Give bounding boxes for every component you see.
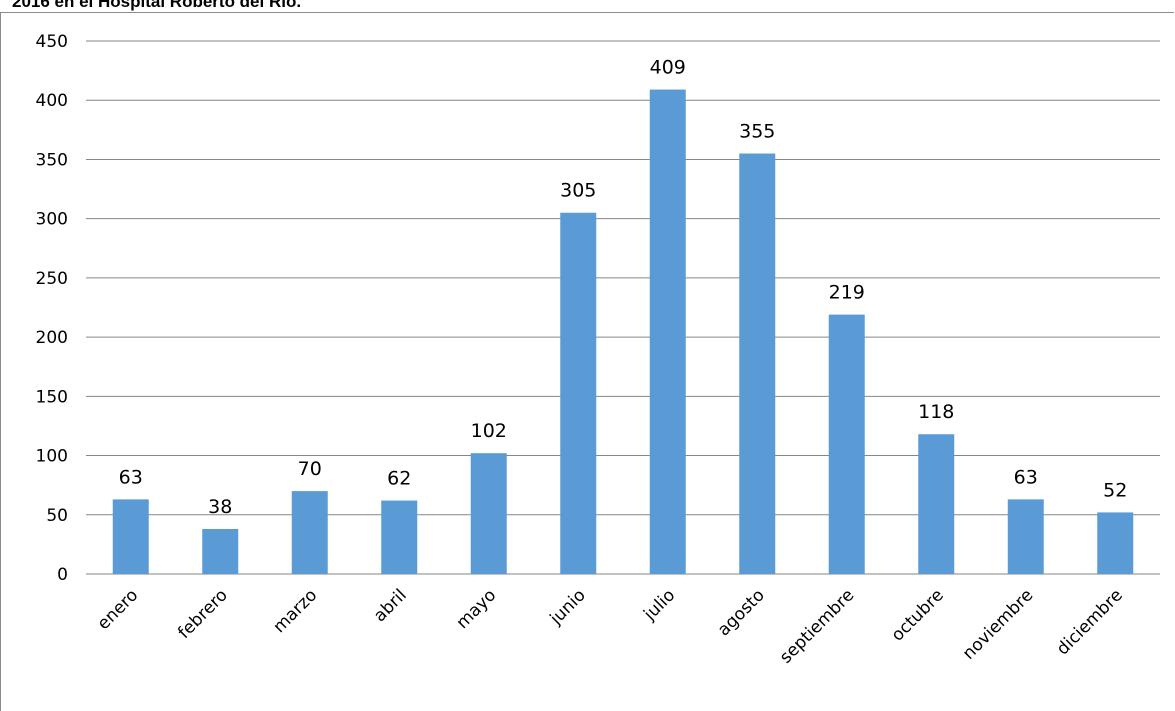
- y-tick-label: 0: [57, 565, 68, 585]
- data-label: 102: [471, 420, 507, 442]
- category-label: diciembre: [1053, 585, 1127, 659]
- bar: [739, 153, 776, 574]
- data-label: 219: [829, 282, 865, 304]
- data-label: 409: [650, 57, 686, 79]
- category-label: septiembre: [776, 585, 858, 667]
- category-label: abril: [370, 585, 411, 626]
- data-label: 62: [387, 468, 411, 490]
- data-label: 63: [119, 466, 143, 488]
- y-tick-label: 100: [36, 447, 68, 467]
- data-label: 355: [739, 121, 775, 143]
- data-label: 70: [298, 458, 322, 480]
- category-label: octubre: [888, 585, 948, 645]
- bar: [381, 500, 418, 574]
- y-tick-label: 250: [36, 269, 68, 289]
- category-label: julio: [639, 585, 679, 625]
- y-tick-label: 350: [36, 150, 68, 170]
- category-label: marzo: [269, 585, 321, 637]
- bar: [828, 314, 865, 574]
- y-tick-label: 200: [36, 328, 68, 348]
- category-label: junio: [546, 585, 590, 629]
- data-label: 63: [1014, 466, 1038, 488]
- bar: [291, 491, 328, 574]
- bar: [918, 434, 955, 574]
- y-tick-label: 50: [46, 506, 68, 526]
- category-label: agosto: [714, 585, 769, 640]
- chart-caption: 2016 en el Hospital Roberto del Río.: [12, 0, 302, 11]
- bar: [470, 453, 507, 574]
- data-label: 38: [208, 496, 232, 518]
- data-label: 305: [560, 180, 596, 202]
- bar: [202, 528, 239, 574]
- bar: [649, 89, 686, 574]
- data-label: 52: [1103, 479, 1127, 501]
- bar: [560, 212, 597, 574]
- bar: [1097, 512, 1134, 574]
- y-tick-label: 150: [36, 387, 68, 407]
- category-label: noviembre: [959, 585, 1037, 663]
- y-tick-label: 400: [36, 91, 68, 111]
- category-label: febrero: [174, 585, 232, 643]
- data-label: 118: [918, 401, 954, 423]
- y-tick-label: 300: [36, 210, 68, 230]
- category-label: mayo: [453, 585, 501, 633]
- bar: [112, 499, 149, 574]
- y-tick-label: 450: [36, 32, 68, 52]
- chart-frame: [0, 12, 1174, 711]
- bar: [1007, 499, 1044, 574]
- category-label: enero: [94, 585, 143, 634]
